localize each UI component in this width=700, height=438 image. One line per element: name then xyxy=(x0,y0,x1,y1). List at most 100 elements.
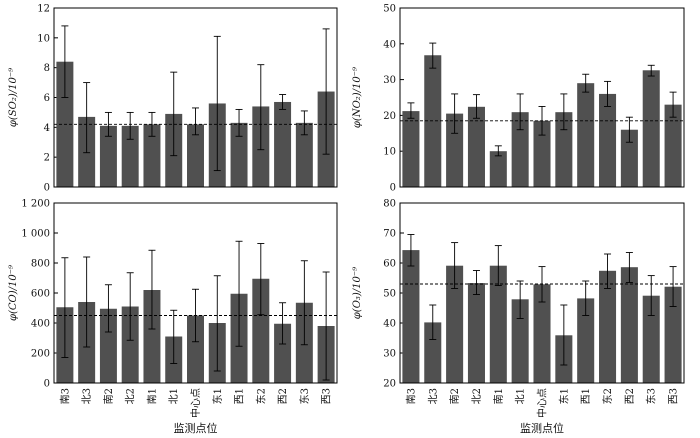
y-tick-label: 40 xyxy=(383,39,396,50)
bar xyxy=(599,270,617,383)
bar xyxy=(577,298,595,383)
bar xyxy=(664,286,682,383)
bar xyxy=(230,122,248,187)
y-tick-label: 10 xyxy=(37,33,50,44)
panel-3: 0 200 400 600 800 1 000 1 200 南3 北3 南2 北2 南1 北1 中心点 东1… xyxy=(8,199,338,435)
plot-frame xyxy=(53,7,338,188)
y-tick-label: 60 xyxy=(383,259,396,270)
bar xyxy=(274,323,292,383)
bar xyxy=(274,101,292,187)
y-axis-label: φ(NO₂)/10⁻⁹ xyxy=(352,67,363,128)
y-tick-label: 4 xyxy=(44,123,50,134)
category-label: 东3 xyxy=(298,388,311,404)
y-tick-label: 2 xyxy=(44,153,50,164)
bar xyxy=(642,70,660,187)
bar xyxy=(577,83,595,187)
bar xyxy=(143,290,161,383)
category-label: 南1 xyxy=(492,388,505,404)
bar xyxy=(402,250,420,383)
y-tick-label: 30 xyxy=(383,349,396,360)
bar xyxy=(489,151,507,187)
y-tick-label: 1 000 xyxy=(21,229,50,240)
bar xyxy=(402,111,420,187)
panel-2: 0 10 20 30 40 50 φ(NO₂)/10⁻⁹ xyxy=(352,4,685,194)
y-tick-label: 20 xyxy=(383,379,396,390)
bar xyxy=(446,265,464,383)
bar xyxy=(121,125,139,187)
bar xyxy=(424,322,442,383)
category-label: 西2 xyxy=(278,388,289,404)
y-tick-label: 70 xyxy=(383,229,396,240)
bar xyxy=(187,124,204,187)
bar xyxy=(295,122,313,187)
bar xyxy=(187,315,204,383)
category-label: 北2 xyxy=(125,388,137,404)
category-label: 西3 xyxy=(322,388,333,404)
bar xyxy=(555,112,573,187)
category-label: 北1 xyxy=(515,388,527,404)
category-label: 东2 xyxy=(254,388,267,404)
y-axis-label: φ(O₃)/10⁻⁹ xyxy=(352,267,363,319)
bar xyxy=(620,267,638,383)
category-label: 南3 xyxy=(58,388,71,404)
y-tick-label: 0 xyxy=(44,183,50,194)
category-label: 南1 xyxy=(145,388,158,404)
x-axis-label: 监测点位 xyxy=(520,421,564,435)
bar xyxy=(642,295,660,383)
category-label: 北1 xyxy=(168,388,180,404)
bar xyxy=(620,129,638,187)
category-label: 西3 xyxy=(669,388,680,404)
y-tick-label: 800 xyxy=(31,259,50,270)
y-tick-label: 50 xyxy=(383,4,396,15)
category-label: 西2 xyxy=(625,388,636,404)
bar xyxy=(143,124,161,187)
bar xyxy=(99,125,117,187)
category-label: 中心点 xyxy=(189,388,202,418)
y-tick-label: 400 xyxy=(31,319,50,330)
category-label: 西1 xyxy=(235,388,246,404)
bar xyxy=(664,104,682,187)
bar xyxy=(489,265,507,383)
bar xyxy=(511,112,529,187)
category-label: 南3 xyxy=(404,388,417,404)
category-label: 东2 xyxy=(601,388,614,404)
bar xyxy=(121,306,139,383)
category-label: 南2 xyxy=(448,388,461,404)
plot-frame xyxy=(399,7,685,188)
bar xyxy=(467,283,485,383)
category-label: 西1 xyxy=(581,388,592,404)
category-label: 北2 xyxy=(471,388,483,404)
y-tick-label: 12 xyxy=(37,4,50,15)
plot-frame xyxy=(399,202,685,384)
bar xyxy=(533,120,551,187)
category-label: 北3 xyxy=(427,388,439,404)
y-axis-label: φ(SO₂)/10⁻⁹ xyxy=(8,68,19,127)
bar xyxy=(599,93,617,187)
y-tick-label: 1 200 xyxy=(21,199,50,210)
y-tick-label: 0 xyxy=(44,379,50,390)
y-tick-label: 20 xyxy=(383,111,396,122)
category-label: 中心点 xyxy=(536,388,549,418)
bar xyxy=(446,113,464,187)
bar xyxy=(533,284,551,383)
category-label: 东1 xyxy=(211,388,224,404)
y-tick-label: 0 xyxy=(390,183,396,194)
bar xyxy=(99,308,117,383)
panel-4: 20 30 40 50 60 70 80 南3 北3 南2 北2 南1 北1 中心点 东1 西1 东2 西2 东3 西… xyxy=(352,199,685,435)
bar xyxy=(467,106,485,187)
y-tick-label: 50 xyxy=(383,289,396,300)
y-tick-label: 40 xyxy=(383,319,396,330)
y-tick-label: 6 xyxy=(44,93,50,104)
y-tick-label: 600 xyxy=(31,289,50,300)
panel-1: 0 2 4 6 8 10 12 φ(SO₂)/10⁻⁹ xyxy=(8,4,338,194)
y-tick-label: 8 xyxy=(44,63,50,74)
y-tick-label: 200 xyxy=(31,349,50,360)
category-label: 北3 xyxy=(81,388,93,404)
y-tick-label: 30 xyxy=(383,75,396,86)
y-tick-label: 10 xyxy=(383,147,396,158)
bar xyxy=(252,278,270,383)
bar xyxy=(511,299,529,383)
plot-frame xyxy=(53,202,338,384)
y-tick-label: 80 xyxy=(383,199,396,210)
